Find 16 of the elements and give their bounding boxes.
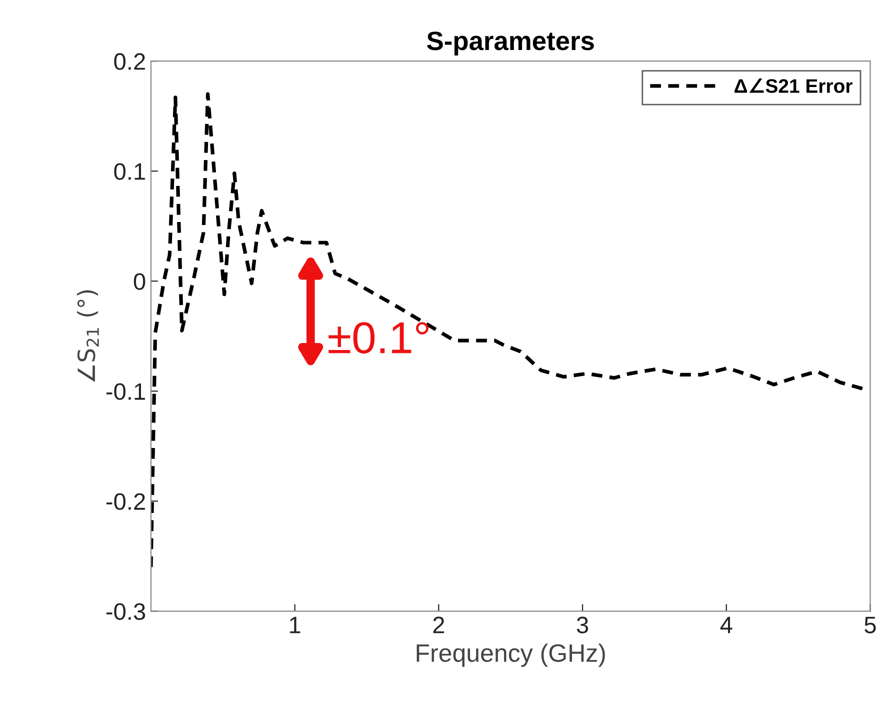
- x-tick-label: 3: [576, 616, 588, 634]
- y-tick-label: 0.1: [114, 163, 145, 180]
- x-axis-title: Frequency (GHz): [416, 644, 605, 667]
- x-tick-label: 5: [864, 616, 876, 634]
- legend-label: Δ∠S21 Error: [734, 78, 852, 93]
- x-tick-label: 2: [433, 616, 444, 634]
- y-tick-label: -0.1: [106, 383, 145, 400]
- y-tick-label: -0.3: [106, 603, 146, 620]
- y-tick-label: 0: [134, 273, 146, 290]
- annotation: ±0.1°: [328, 322, 428, 354]
- x-tick-label: 1: [290, 616, 300, 634]
- y-tick-label: -0.2: [106, 493, 145, 510]
- chart-title: S-parameters: [427, 32, 594, 56]
- y-axis-title: ∠S$_{21}$ (°): [77, 290, 99, 382]
- y-tick-label: 0.2: [114, 53, 145, 70]
- x-tick-label: 4: [720, 616, 732, 634]
